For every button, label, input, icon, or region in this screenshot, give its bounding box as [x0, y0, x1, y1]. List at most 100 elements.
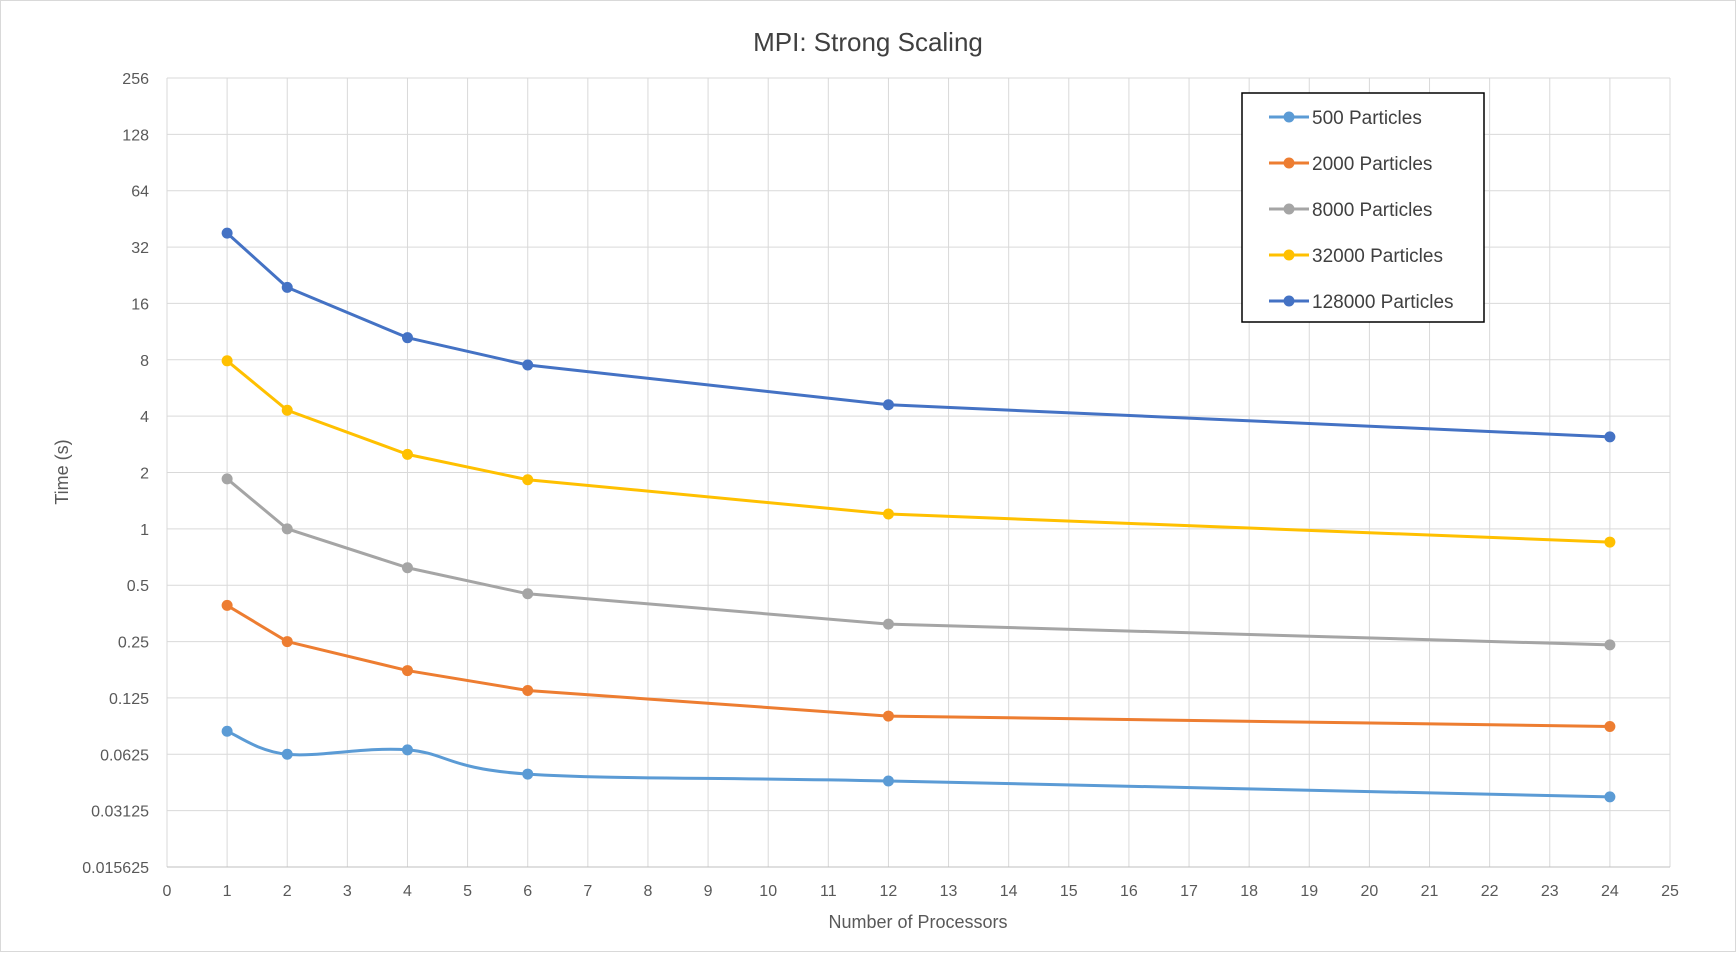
legend-label: 500 Particles: [1312, 108, 1422, 129]
data-point: [401, 332, 413, 344]
x-tick-label: 21: [1421, 883, 1439, 900]
data-point: [221, 599, 233, 611]
data-point: [221, 355, 233, 367]
data-point: [1604, 639, 1616, 651]
y-tick-label: 128: [122, 127, 149, 144]
y-axis-ticks: 0.015625 0.03125 0.0625 0.125 0.25 0.5 1 2 4 8 16 3…: [82, 71, 149, 877]
legend-label: 32000 Particles: [1312, 246, 1443, 267]
series-layer: [221, 227, 1616, 803]
data-point: [882, 710, 894, 722]
series-32000-particles: [221, 355, 1616, 548]
y-tick-label: 0.03125: [91, 804, 149, 821]
series-line: [226, 359, 1610, 544]
data-point: [281, 404, 293, 416]
series-128000-particles: [221, 227, 1616, 443]
series-line: [226, 729, 1610, 799]
data-point: [1604, 720, 1616, 732]
series-line: [226, 477, 1610, 647]
data-point: [1604, 536, 1616, 548]
data-point: [882, 618, 894, 630]
data-point: [522, 768, 534, 780]
x-tick-label: 20: [1361, 883, 1379, 900]
y-tick-label: 0.5: [127, 578, 149, 595]
data-point: [401, 562, 413, 574]
data-point: [882, 508, 894, 520]
data-point: [221, 227, 233, 239]
series-8000-particles: [221, 473, 1616, 651]
y-axis-title: Time (s): [52, 439, 72, 504]
y-tick-label: 0.015625: [82, 860, 149, 877]
y-tick-label: 0.25: [118, 635, 149, 652]
legend-label: 2000 Particles: [1312, 154, 1432, 175]
x-tick-label: 13: [940, 883, 958, 900]
y-tick-label: 64: [131, 184, 149, 201]
y-tick-label: 4: [140, 409, 149, 426]
legend-marker: [1283, 295, 1295, 307]
data-point: [522, 474, 534, 486]
x-tick-label: 8: [644, 883, 653, 900]
legend: 500 Particles 2000 Particles 8000 Particle…: [1241, 92, 1485, 323]
data-point: [281, 636, 293, 648]
x-tick-label: 9: [704, 883, 713, 900]
y-tick-label: 16: [131, 296, 149, 313]
data-point: [882, 399, 894, 411]
x-tick-label: 17: [1180, 883, 1198, 900]
x-tick-label: 1: [223, 883, 232, 900]
x-tick-label: 15: [1060, 883, 1078, 900]
data-point: [522, 359, 534, 371]
data-point: [281, 748, 293, 760]
series-line: [226, 231, 1610, 439]
x-tick-label: 25: [1661, 883, 1679, 900]
data-point: [882, 775, 894, 787]
x-tick-label: 11: [820, 883, 837, 900]
legend-item: 500 Particles: [1269, 108, 1422, 129]
data-point: [401, 665, 413, 677]
legend-marker: [1283, 249, 1295, 261]
x-tick-label: 10: [759, 883, 777, 900]
x-tick-label: 22: [1481, 883, 1499, 900]
x-tick-label: 5: [463, 883, 472, 900]
x-tick-label: 16: [1120, 883, 1138, 900]
legend-item: 2000 Particles: [1269, 154, 1432, 175]
y-tick-label: 0.125: [109, 691, 149, 708]
legend-item: 128000 Particles: [1269, 292, 1454, 313]
series-2000-particles: [221, 599, 1616, 732]
legend-marker: [1283, 157, 1295, 169]
x-tick-label: 3: [343, 883, 352, 900]
chart-title: MPI: Strong Scaling: [753, 27, 983, 57]
x-tick-label: 0: [163, 883, 172, 900]
series-line: [226, 604, 1610, 728]
x-tick-label: 12: [880, 883, 898, 900]
x-axis-title: Number of Processors: [828, 912, 1007, 932]
y-tick-label: 256: [122, 71, 149, 88]
x-tick-label: 19: [1300, 883, 1318, 900]
y-tick-label: 8: [140, 353, 149, 370]
x-axis-ticks: 0 1 2 3 4 5 6 7 8 9 10 11 12 13 14 15 16 17 18 19 20 21 22 23 24…: [163, 883, 1679, 900]
data-point: [221, 725, 233, 737]
x-tick-label: 18: [1240, 883, 1258, 900]
legend-marker: [1283, 203, 1295, 215]
data-point: [522, 588, 534, 600]
data-point: [281, 523, 293, 535]
x-tick-label: 7: [583, 883, 592, 900]
x-tick-label: 2: [283, 883, 292, 900]
y-tick-label: 2: [140, 466, 149, 483]
data-point: [1604, 431, 1616, 443]
legend-item: 8000 Particles: [1269, 200, 1432, 221]
legend-label: 128000 Particles: [1312, 292, 1454, 313]
x-tick-label: 24: [1601, 883, 1619, 900]
series-500-particles: [221, 725, 1616, 803]
legend-item: 32000 Particles: [1269, 246, 1443, 267]
data-point: [401, 744, 413, 756]
y-tick-label: 0.0625: [100, 747, 149, 764]
data-point: [401, 448, 413, 460]
data-point: [1604, 791, 1616, 803]
legend-marker: [1283, 111, 1295, 123]
x-tick-label: 23: [1541, 883, 1559, 900]
x-tick-label: 6: [523, 883, 532, 900]
x-tick-label: 4: [403, 883, 412, 900]
y-tick-label: 32: [131, 240, 149, 257]
legend-label: 8000 Particles: [1312, 200, 1432, 221]
